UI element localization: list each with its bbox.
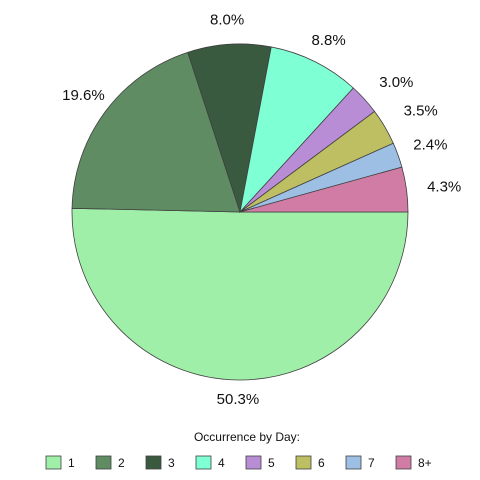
legend-label-3: 3	[168, 456, 175, 470]
slice-label-7: 2.4%	[413, 137, 447, 154]
legend-swatch-7	[345, 455, 362, 470]
slice-label-8plus: 4.3%	[427, 178, 461, 195]
slice-label-4: 8.8%	[311, 32, 345, 49]
legend-label-2: 2	[118, 456, 125, 470]
legend-swatch-6	[295, 455, 312, 470]
legend-label-5: 5	[268, 456, 275, 470]
pie-slice-4	[239, 46, 354, 214]
pie-slice-8plus	[239, 166, 409, 213]
legend-swatch-4	[195, 455, 212, 470]
slice-label-5: 3.0%	[379, 74, 413, 91]
legend-title: Occurrence by Day:	[194, 430, 300, 444]
pie-slice-2	[71, 51, 241, 213]
slice-label-2: 19.6%	[62, 87, 105, 104]
legend-swatch-2	[95, 455, 112, 470]
slice-labels: 50.3% 19.6% 8.0% 8.8% 3.0% 3.5% 2.4% 4.3%	[62, 11, 461, 408]
legend-label-4: 4	[218, 456, 225, 470]
pie-slice-1	[71, 207, 409, 381]
legend-label-6: 6	[318, 456, 325, 470]
slice-label-1: 50.3%	[217, 391, 260, 408]
legend-swatch-8plus	[395, 455, 412, 470]
legend-label-7: 7	[368, 456, 375, 470]
legend-swatch-5	[245, 455, 262, 470]
legend-swatch-3	[145, 455, 162, 470]
legend-swatch-1	[45, 455, 62, 470]
legend-label-8plus: 8+	[418, 456, 432, 470]
legend: Occurrence by Day: 1 2 3 4 5 6 7 8+	[45, 430, 432, 470]
slice-label-3: 8.0%	[210, 11, 244, 28]
pie-slices	[71, 43, 409, 381]
legend-label-1: 1	[68, 456, 75, 470]
slice-label-6: 3.5%	[404, 103, 438, 120]
